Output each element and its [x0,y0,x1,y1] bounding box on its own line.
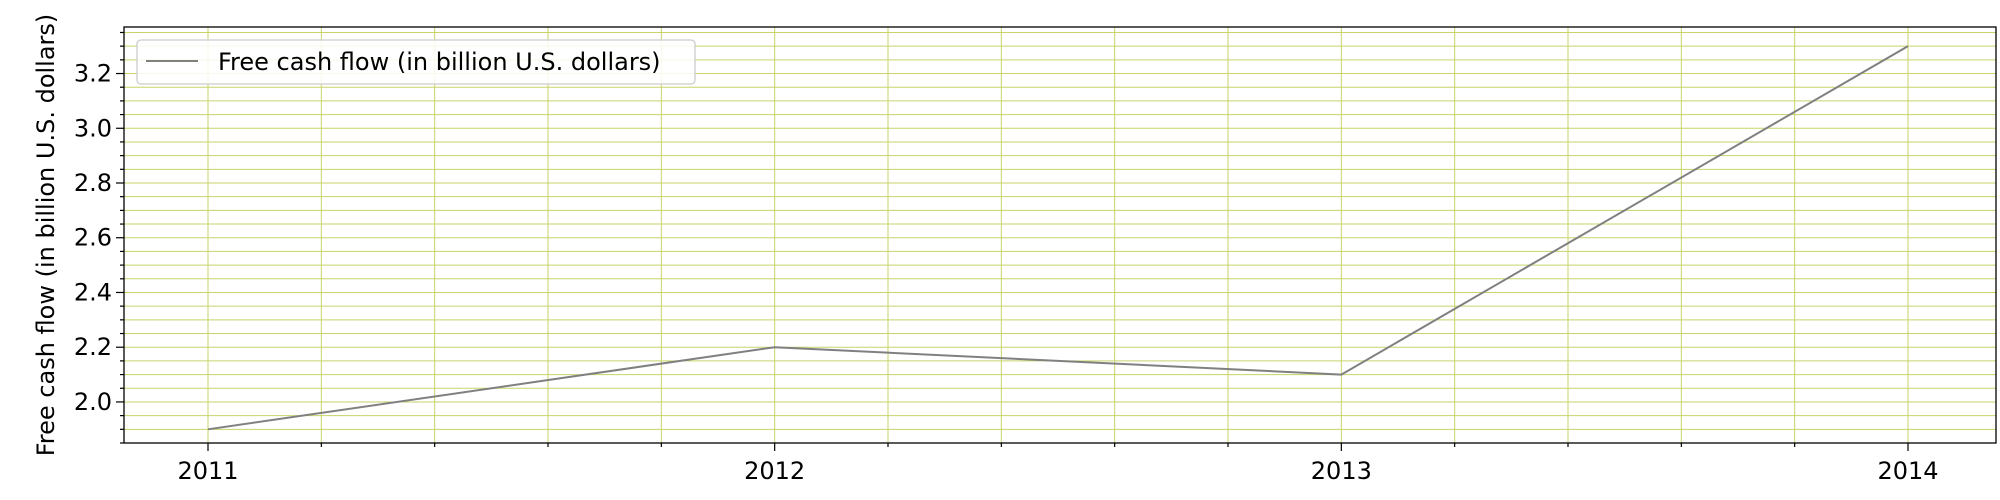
y-tick-label: 2.8 [74,169,112,197]
x-tick-label: 2014 [1877,457,1938,485]
y-tick-label: 2.4 [74,278,112,306]
legend-label: Free cash flow (in billion U.S. dollars) [218,48,661,76]
x-tick-label: 2012 [744,457,805,485]
grid-lines [124,27,1996,444]
legend-box [136,39,696,85]
series-line [207,45,1909,431]
y-tick-label: 3.0 [74,114,112,142]
y-axis-title: Free cash flow (in billion U.S. dollars) [32,14,60,457]
x-tick-label: 2011 [177,457,238,485]
y-tick-label: 3.2 [74,60,112,88]
x-tick-label: 2013 [1311,457,1372,485]
tick-labels: 2.0 2.2 2.4 2.6 2.8 3.0 3.2 2011 2012 2013 2014 [74,60,1939,485]
y-tick-label: 2.0 [74,388,112,416]
legend: Free cash flow (in billion U.S. dollars) [136,39,696,85]
y-tick-label: 2.2 [74,333,112,361]
plot-frame [123,26,1997,444]
series-layer [207,45,1909,431]
y-tick-label: 2.6 [74,224,112,252]
ticks [116,31,1909,451]
